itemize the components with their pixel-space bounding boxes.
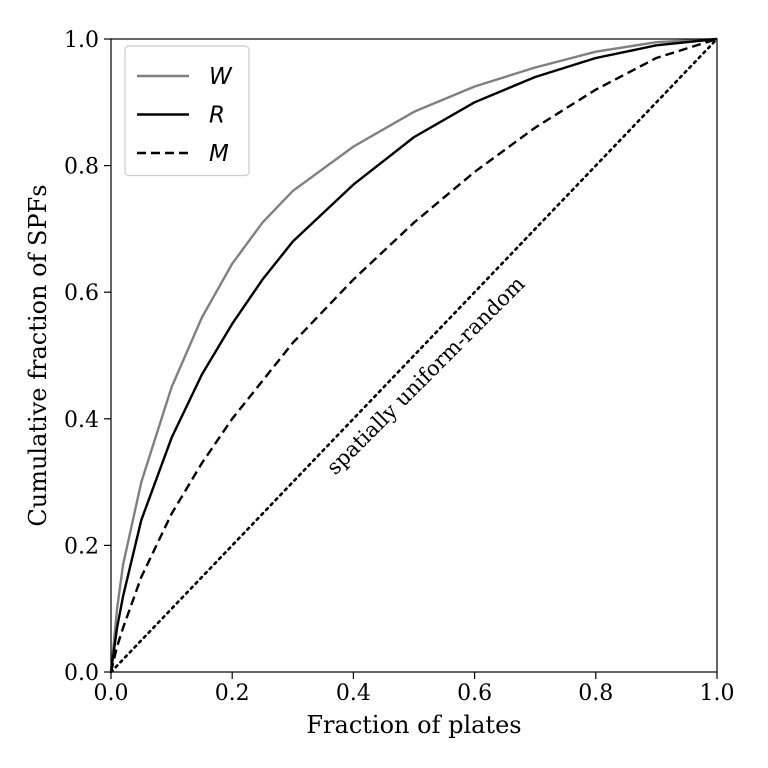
x-tick-label: 1.0	[700, 681, 735, 706]
series-line-r	[109, 37, 718, 673]
legend-label-r: R	[209, 103, 225, 129]
axis-ticks: 0.0 0.2 0.4 0.6 0.8 1.0 0.0 0.2 0.4 0.6 0.8 1.0	[64, 28, 735, 706]
y-tick-label: 0.8	[64, 155, 99, 180]
y-tick-label: 1.0	[64, 28, 99, 53]
legend-label-m: M	[209, 141, 229, 167]
legend: WRM	[124, 45, 250, 177]
series-line-m	[109, 37, 718, 673]
y-tick-label: 0.2	[64, 534, 99, 559]
x-tick-label: 0.2	[215, 681, 250, 706]
axes-frame	[110, 38, 718, 673]
y-tick-label: 0.0	[64, 661, 99, 686]
x-axis-label: Fraction of plates	[306, 711, 521, 739]
y-tick-label: 0.6	[64, 281, 99, 306]
uniform-random-line	[109, 37, 719, 674]
y-tick-label: 0.4	[64, 408, 99, 433]
legend-box	[124, 45, 250, 177]
x-tick-label: 0.0	[94, 681, 129, 706]
y-axis-label: Cumulative fraction of SPFs	[24, 184, 52, 526]
legend-label-w: W	[209, 64, 233, 90]
x-tick-label: 0.8	[578, 681, 613, 706]
x-tick-label: 0.6	[457, 681, 492, 706]
x-tick-label: 0.4	[336, 681, 371, 706]
series-line-w	[109, 37, 718, 673]
